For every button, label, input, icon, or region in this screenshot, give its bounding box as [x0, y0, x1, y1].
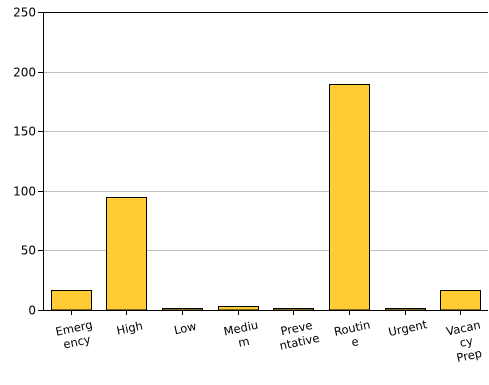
x-category-label: Urgent	[387, 317, 429, 339]
x-category-label-line: High	[115, 318, 144, 337]
bars	[51, 84, 481, 311]
x-category-label-line: m	[237, 334, 251, 350]
bar	[218, 306, 259, 311]
x-category-label-line: e	[350, 334, 360, 349]
x-category-label-line: Prep	[455, 346, 483, 365]
x-category-label-line: cy	[458, 334, 474, 350]
y-tick-label: 50	[21, 244, 36, 258]
x-category-label-line: ency	[62, 332, 92, 351]
y-tick-label: 150	[13, 125, 36, 139]
y-tick-label: 0	[28, 304, 36, 318]
axes	[38, 12, 488, 315]
bar	[51, 290, 92, 311]
bar	[385, 308, 426, 311]
x-category-label: Low	[173, 319, 198, 337]
y-tick-label: 200	[13, 66, 36, 80]
bar	[440, 290, 481, 311]
bar	[329, 84, 370, 311]
bar	[162, 308, 203, 311]
x-category-label: High	[115, 318, 144, 337]
y-tick-label: 250	[13, 6, 36, 20]
bar	[273, 308, 314, 311]
x-category-label-line: Preve	[279, 318, 313, 338]
x-category-label-line: Low	[173, 319, 198, 337]
bar	[106, 197, 147, 311]
x-category-label-line: Urgent	[387, 317, 429, 339]
y-tick-labels: 0 50 100 150 200 250	[13, 6, 36, 318]
y-tick-label: 100	[13, 185, 36, 199]
